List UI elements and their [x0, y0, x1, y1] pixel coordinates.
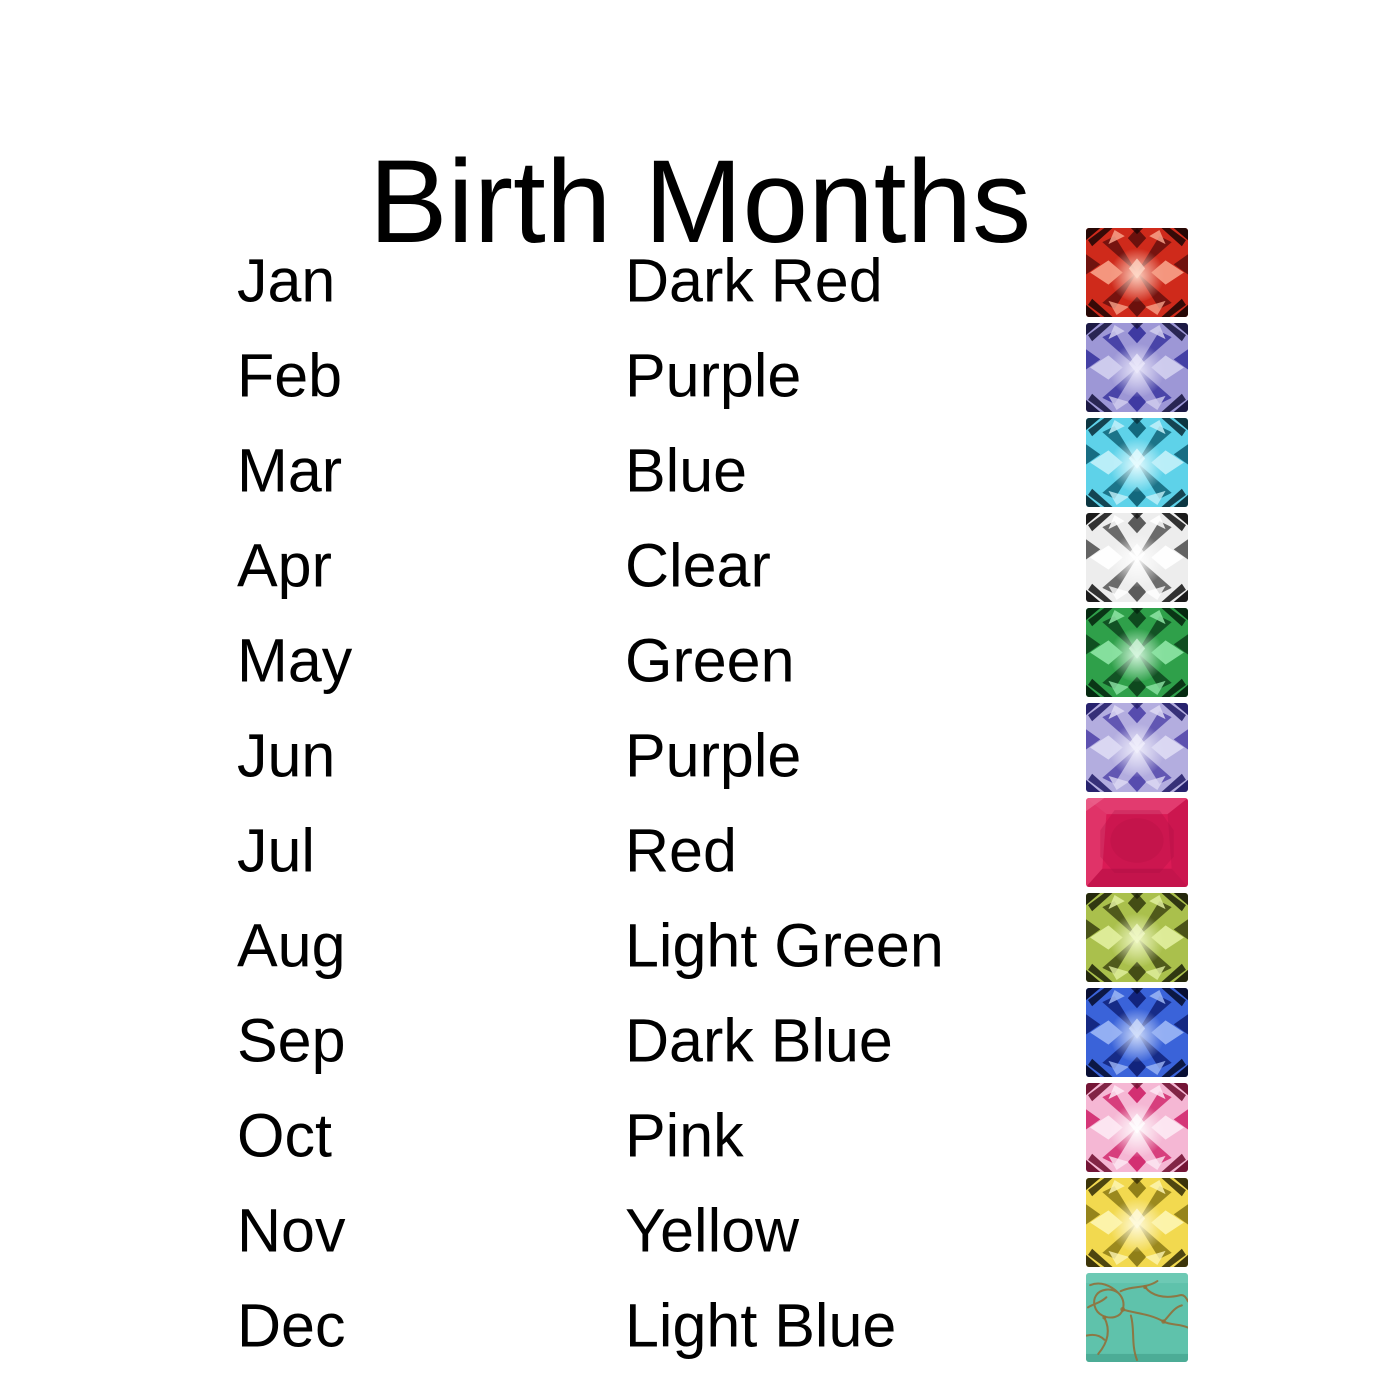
color-name-label: Light Blue [625, 1291, 897, 1359]
month-label: Nov [237, 1196, 346, 1264]
table-row: Oct Pink [0, 1080, 1400, 1175]
table-row: May Green [0, 605, 1400, 700]
color-name-label: Yellow [625, 1196, 800, 1264]
gemstone-swatch-icon [1086, 513, 1188, 602]
birth-months-table: Jan Dark Red Feb [0, 225, 1400, 1365]
month-label: Feb [237, 341, 343, 409]
month-label: Sep [237, 1006, 346, 1074]
gemstone-swatch-icon [1086, 608, 1188, 697]
color-name-label: Dark Blue [625, 1006, 893, 1074]
page-title: Birth Months [368, 136, 1032, 269]
month-label: Apr [237, 531, 332, 599]
gemstone-swatch-icon [1086, 798, 1188, 887]
table-row: Jun Purple [0, 700, 1400, 795]
color-name-label: Light Green [625, 911, 944, 979]
table-row: Aug Light Green [0, 890, 1400, 985]
color-name-label: Purple [625, 721, 802, 789]
month-label: Oct [237, 1101, 332, 1169]
table-row: Apr Clear [0, 510, 1400, 605]
month-label: Jul [237, 816, 315, 884]
table-row: Jan Dark Red [0, 225, 1400, 320]
gemstone-swatch-icon [1086, 1083, 1188, 1172]
color-name-label: Blue [625, 436, 748, 504]
color-name-label: Green [625, 626, 795, 694]
color-name-label: Purple [625, 341, 802, 409]
table-row: Jul Red [0, 795, 1400, 890]
gemstone-swatch-icon [1086, 418, 1188, 507]
gemstone-swatch-icon [1086, 323, 1188, 412]
month-label: Mar [237, 436, 343, 504]
month-label: Jan [237, 246, 336, 314]
table-row: Mar Blue [0, 415, 1400, 510]
color-name-label: Red [625, 816, 737, 884]
gemstone-swatch-icon [1086, 988, 1188, 1077]
gemstone-swatch-icon [1086, 228, 1188, 317]
month-label: Dec [237, 1291, 346, 1359]
gemstone-swatch-icon [1086, 1178, 1188, 1267]
gemstone-swatch-icon [1086, 1273, 1188, 1362]
color-name-label: Clear [625, 531, 771, 599]
month-label: Aug [237, 911, 346, 979]
table-row: Dec Light Blue [0, 1270, 1400, 1365]
month-label: May [237, 626, 353, 694]
table-row: Sep Dark Blue [0, 985, 1400, 1080]
gemstone-swatch-icon [1086, 703, 1188, 792]
color-name-label: Dark Red [625, 246, 883, 314]
table-row: Feb Purple [0, 320, 1400, 415]
color-name-label: Pink [625, 1101, 744, 1169]
month-label: Jun [237, 721, 336, 789]
table-row: Nov Yellow [0, 1175, 1400, 1270]
gemstone-swatch-icon [1086, 893, 1188, 982]
